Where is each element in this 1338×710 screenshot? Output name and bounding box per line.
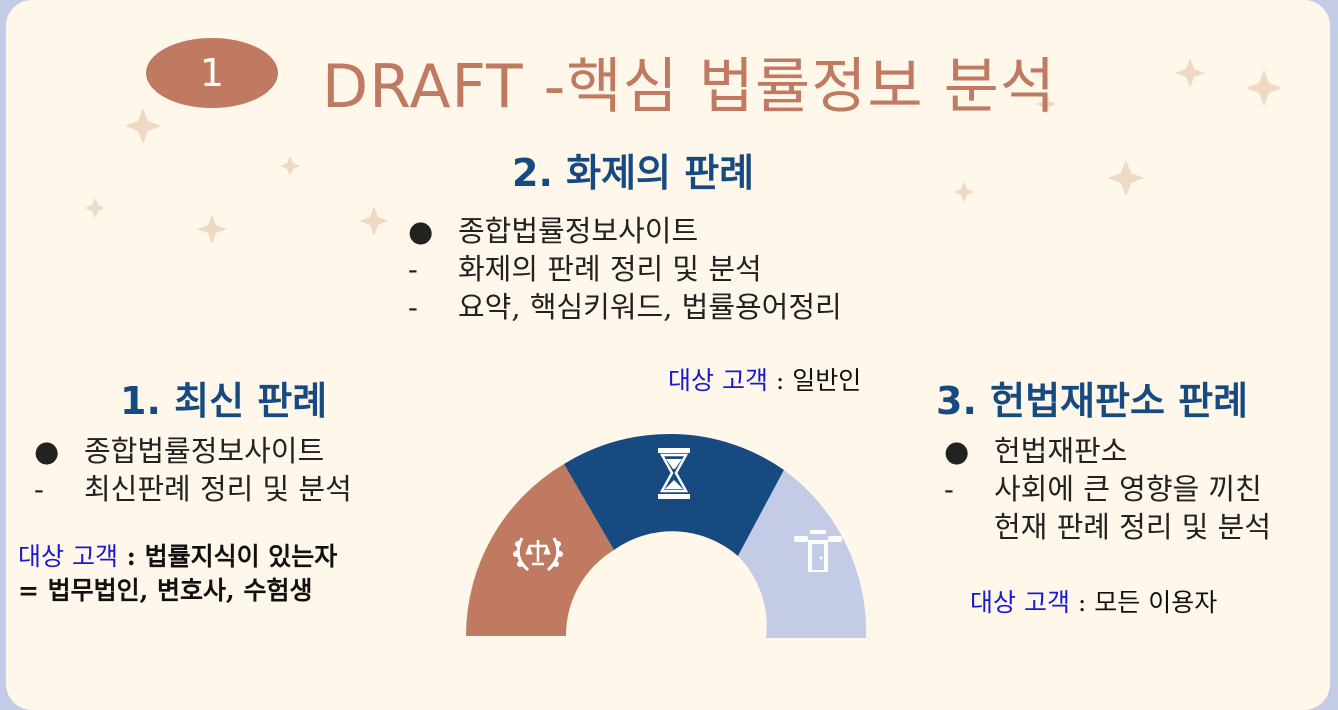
segment-constitutional [738,470,867,638]
section-number-badge: 1 [146,38,278,108]
sparkle-icon [1036,94,1056,114]
sparkle-icon [197,214,227,244]
target-detail: = 법무법인, 변호사, 수험생 [18,576,313,605]
sparkle-icon [359,206,389,236]
slide: 1 DRAFT -핵심 법률정보 분석 2. 화제의 판례 ● 종합법률정보사이트… [6,0,1330,710]
dash-marker: - [408,290,418,324]
section-body-constitutional: ● 헌법재판소 - 사회에 큰 영향을 끼친 헌재 판례 정리 및 분석 [944,432,1271,546]
site-label: 종합법률정보사이트 [84,434,325,468]
list-item: - 사회에 큰 영향을 끼친 [944,470,1271,508]
target-label: 대상 고객 [970,588,1070,617]
target-label: 대상 고객 [668,366,768,395]
list-item-text: 요약, 핵심키워드, 법률용어정리 [458,290,842,324]
dash-marker: - [34,472,44,506]
section-title-latest: 1. 최신 판례 [120,379,328,423]
target-value: : 모든 이용자 [1069,588,1218,617]
list-item: - 요약, 핵심키워드, 법률용어정리 [408,288,842,326]
dash-marker: - [408,252,418,286]
list-item-text: 사회에 큰 영향을 끼친 [994,472,1262,506]
target-customer-constitutional: 대상 고객 : 모든 이용자 [970,586,1217,620]
list-item: ● 종합법률정보사이트 [408,212,842,250]
site-label: 종합법률정보사이트 [458,214,699,248]
site-label: 헌법재판소 [994,434,1128,468]
list-item: - 최신판례 정리 및 분석 [34,470,352,508]
section-title-trending: 2. 화제의 판례 [512,151,755,195]
bullet-icon: ● [34,434,60,468]
target-customer-latest: 대상 고객 : 법률지식이 있는자 = 법무법인, 변호사, 수험생 [18,540,337,608]
list-item-text: 헌재 판례 정리 및 분석 [994,510,1271,544]
badge-number: 1 [199,51,225,95]
sparkle-icon [85,198,105,218]
bullet-icon: ● [944,434,970,468]
sparkle-icon [1108,160,1144,196]
list-item: - 화제의 판례 정리 및 분석 [408,250,842,288]
list-item-text: 최신판례 정리 및 분석 [84,472,352,506]
hourglass-icon [658,448,690,499]
sparkle-icon [1246,70,1282,106]
page-title: DRAFT -핵심 법률정보 분석 [322,52,1057,122]
section-body-trending: ● 종합법률정보사이트 - 화제의 판례 정리 및 분석 - 요약, 핵심키워드, 법… [408,212,842,326]
section-body-latest: ● 종합법률정보사이트 - 최신판례 정리 및 분석 [34,432,352,508]
list-item-text: 화제의 판례 정리 및 분석 [458,252,762,286]
dash-marker: - [944,472,954,506]
sparkle-decorations [85,58,1282,244]
scales-door-icon [794,530,842,572]
sparkle-icon [125,108,161,144]
section-title-constitutional: 3. 헌법재판소 판례 [936,379,1249,423]
target-value: : 법률지식이 있는자 [117,542,338,571]
segment-latest [466,464,614,636]
target-value: : 일반인 [767,366,862,395]
target-customer-trending: 대상 고객 : 일반인 [668,364,861,398]
semicircle-diagram [466,433,867,638]
sparkle-icon [1175,58,1205,88]
sparkle-icon [954,182,974,202]
bullet-icon: ● [408,214,434,248]
list-item: 헌재 판례 정리 및 분석 [944,508,1271,546]
sparkle-icon [280,156,300,176]
laurel-scales-icon [513,537,563,572]
target-label: 대상 고객 [18,542,118,571]
list-item: ● 헌법재판소 [944,432,1271,470]
list-item: ● 종합법률정보사이트 [34,432,352,470]
